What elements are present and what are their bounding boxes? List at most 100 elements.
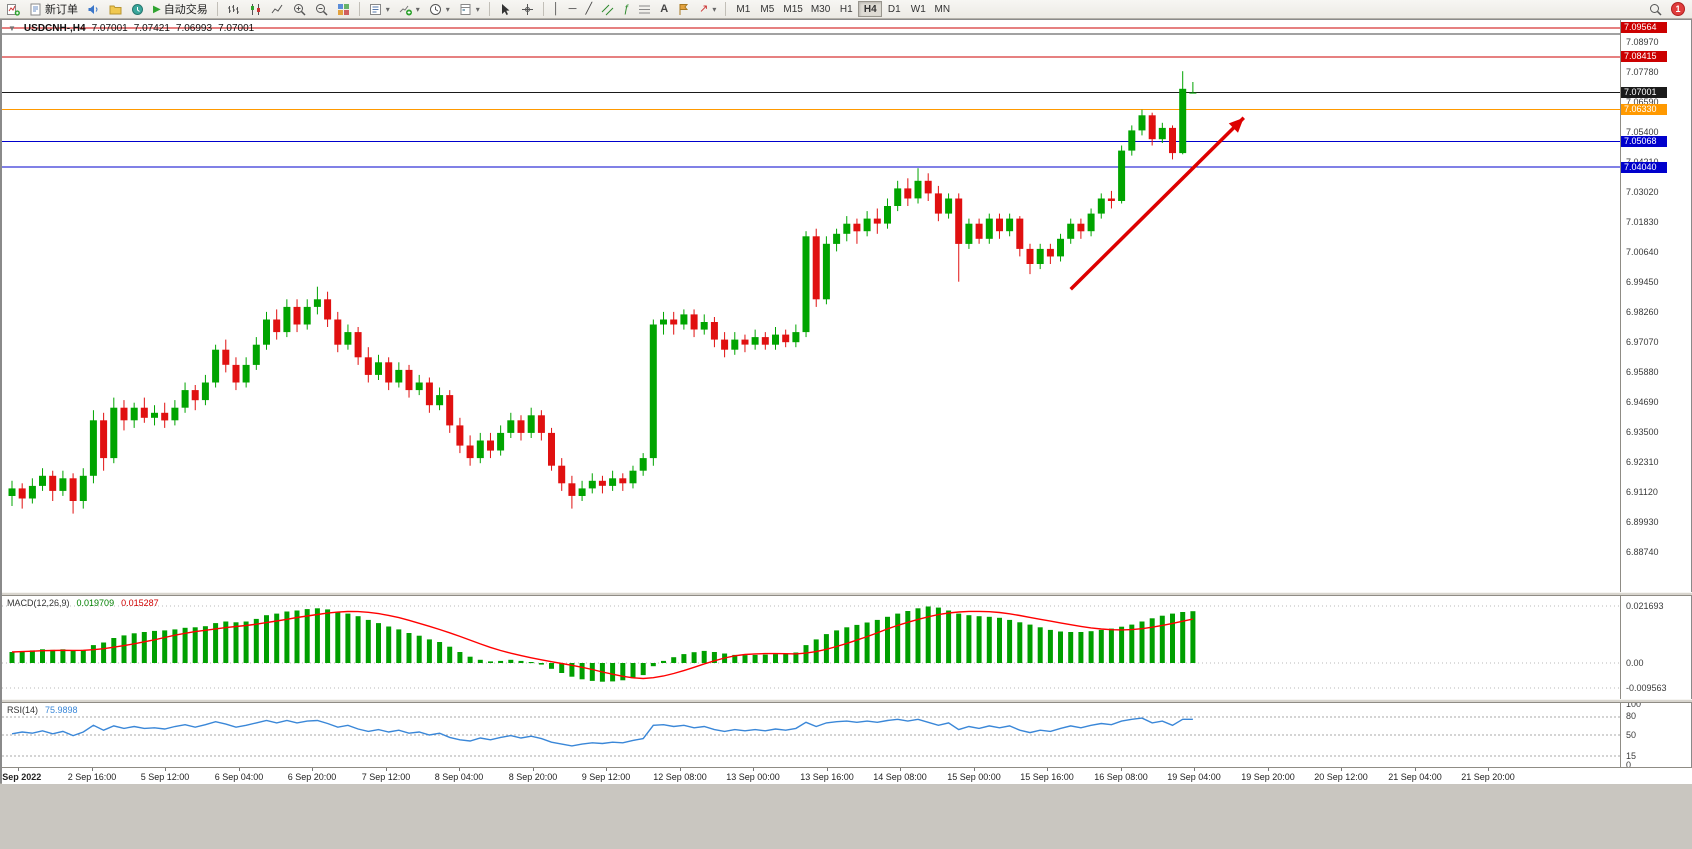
fibonacci-icon: ƒ (623, 2, 630, 15)
bar-chart-button[interactable] (223, 1, 244, 18)
timeframe-m1-button[interactable]: M1 (731, 1, 755, 17)
data-window-icon (132, 3, 143, 15)
macd-tick-label: 0.021693 (1626, 600, 1664, 611)
label-flag-icon (679, 3, 689, 15)
tile-windows-icon (337, 3, 349, 15)
time-label: 19 Sep 04:00 (1167, 772, 1221, 782)
time-tick (1341, 768, 1342, 771)
terminal-footer (0, 783, 1692, 848)
price-line-label: 7.09564 (1621, 22, 1667, 34)
time-tick (753, 768, 754, 771)
autotrading-button[interactable]: ▶ 自动交易 (149, 1, 212, 18)
timeframe-w1-button[interactable]: W1 (906, 1, 930, 17)
candlestick-chart-button[interactable] (245, 1, 266, 18)
time-label: 21 Sep 20:00 (1461, 772, 1515, 782)
cursor-button[interactable] (495, 1, 516, 18)
line-chart-icon (271, 4, 283, 13)
main-toolbar: 新订单 ▶ 自动交易 ▾ ▾ ▾ ▾ (0, 0, 1692, 19)
time-tick (1268, 768, 1269, 771)
indicators-button[interactable]: ▾ (395, 1, 424, 18)
zoom-in-icon (293, 3, 306, 16)
price-tick-label: 6.97070 (1626, 337, 1659, 348)
rsi-panel[interactable]: RSI(14) 75.9898 (2, 703, 1622, 767)
timeframe-m15-button[interactable]: M15 (779, 1, 806, 17)
time-axis[interactable]: 2 Sep 2022 2 Sep 16:00 5 Sep 12:00 6 Sep 04… (0, 767, 1692, 784)
price-tick-label: 7.07780 (1626, 67, 1659, 78)
charts-profile-button[interactable] (105, 1, 126, 18)
time-tick (92, 768, 93, 771)
panel-splitter[interactable] (2, 592, 1692, 596)
time-tick (459, 768, 460, 771)
channel-button[interactable] (597, 1, 618, 18)
panel-splitter[interactable] (2, 699, 1692, 703)
time-label: 2 Sep 16:00 (67, 772, 117, 782)
timeframe-h1-button[interactable]: H1 (834, 1, 858, 17)
trendline-icon: ╱ (585, 2, 593, 15)
toolbar-separator (216, 2, 218, 16)
price-tick-label: 7.01830 (1626, 217, 1659, 228)
time-tick (533, 768, 534, 771)
template-icon (460, 3, 471, 15)
vertical-line-button[interactable]: │ (549, 1, 564, 18)
chart-title: ▼ USDCNH-,H4 7.07001 7.07421 7.06993 7.0… (8, 23, 254, 34)
chevron-down-icon: ▾ (475, 4, 480, 14)
zoom-in-button[interactable] (289, 1, 310, 18)
timeframe-m5-button[interactable]: M5 (755, 1, 779, 17)
timeframe-mn-button[interactable]: MN (930, 1, 954, 17)
horizontal-line-icon: ─ (568, 2, 577, 15)
timeframe-m30-button[interactable]: M30 (807, 1, 834, 17)
zoom-out-button[interactable] (311, 1, 332, 18)
time-tick (827, 768, 828, 771)
line-chart-button[interactable] (267, 1, 288, 18)
price-tick-label: 7.08970 (1626, 37, 1659, 48)
channel-icon (601, 4, 614, 15)
time-label: 15 Sep 16:00 (1020, 772, 1074, 782)
toolbar-right-group: 1 (1645, 1, 1689, 18)
rsi-tick-label: 80 (1626, 711, 1637, 722)
new-order-button[interactable]: 新订单 (25, 1, 82, 18)
data-window-button[interactable] (127, 1, 148, 18)
price-tick-label: 7.03020 (1626, 187, 1659, 198)
price-tick-label: 6.94690 (1626, 397, 1659, 408)
horn-icon (88, 4, 98, 14)
search-button[interactable] (1645, 1, 1666, 18)
trendline-button[interactable]: ╱ (581, 1, 596, 18)
templates-button[interactable]: ▾ (455, 1, 484, 18)
new-order-icon (30, 3, 41, 15)
shapes-button[interactable] (634, 1, 655, 18)
main-chart-panel[interactable]: ▼ USDCNH-,H4 7.07001 7.07421 7.06993 7.0… (2, 20, 1622, 592)
alerts-button[interactable] (83, 1, 104, 18)
timeframe-h4-button[interactable]: H4 (858, 1, 883, 17)
time-tick (606, 768, 607, 771)
periods-button[interactable]: ▾ (425, 1, 454, 18)
time-tick (1047, 768, 1048, 771)
macd-tick-label: 0.00 (1626, 657, 1644, 668)
price-tick-label: 6.92310 (1626, 457, 1659, 468)
price-tick-label: 7.05400 (1626, 127, 1659, 138)
main-chart-svg[interactable] (2, 20, 1622, 592)
one-click-trading-icon[interactable]: ▼ (8, 24, 16, 33)
time-tick (386, 768, 387, 771)
macd-signal-value: 0.015287 (121, 598, 159, 608)
text-button[interactable]: A (656, 1, 672, 18)
chevron-down-icon: ▾ (415, 4, 420, 14)
timeframe-d1-button[interactable]: D1 (882, 1, 906, 17)
fibonacci-button[interactable]: ƒ (619, 1, 633, 18)
notification-badge[interactable]: 1 (1671, 2, 1685, 16)
time-label: 9 Sep 12:00 (581, 772, 631, 782)
indicator-list-button[interactable]: ▾ (365, 1, 394, 18)
text-label-button[interactable] (673, 1, 694, 18)
macd-panel[interactable]: MACD(12,26,9) 0.019709 0.015287 (2, 596, 1622, 699)
toolbar-separator (358, 2, 360, 16)
horizontal-line-button[interactable]: ─ (565, 1, 581, 18)
time-tick (239, 768, 240, 771)
arrows-tool-button[interactable]: ↗ ▾ (695, 1, 720, 18)
new-chart-button[interactable] (3, 1, 24, 18)
tile-windows-button[interactable] (333, 1, 354, 18)
time-label: 21 Sep 04:00 (1388, 772, 1442, 782)
arrow-ne-icon: ↗ (699, 2, 709, 15)
crosshair-button[interactable] (517, 1, 538, 18)
rsi-tick-label: 15 (1626, 750, 1637, 761)
play-icon: ▶ (153, 3, 161, 15)
price-scale[interactable]: 7.089707.077807.065907.054007.042107.030… (1620, 20, 1691, 770)
